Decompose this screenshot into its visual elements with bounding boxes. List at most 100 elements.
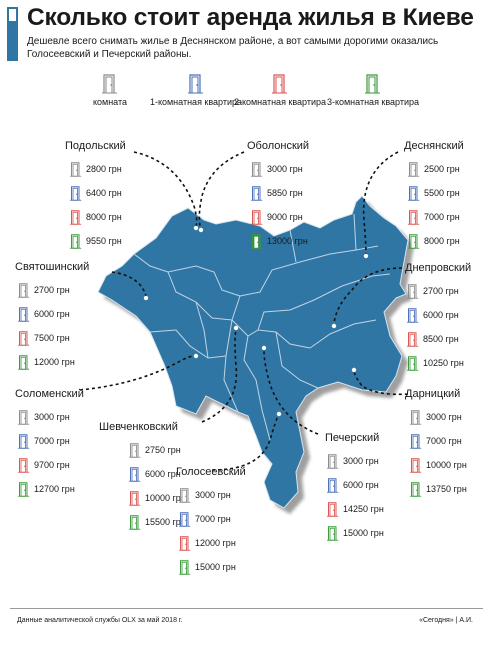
- price-list: 2800 грн 6400 грн 8000 грн 9550 грн: [70, 157, 126, 253]
- price-list: 3000 грн 7000 грн 12000 грн 15000 грн: [179, 483, 246, 579]
- price-value: 6000 грн: [145, 469, 181, 479]
- legend-door-green-icon: [365, 74, 380, 94]
- header-accent-bar: [7, 7, 18, 61]
- price-value: 9700 грн: [34, 460, 70, 470]
- district-sviatoshynskyi: Святошинский 2700 грн 6000 грн 7500 грн 120…: [15, 260, 89, 374]
- district-solomianskyi: Соломенский 3000 грн 7000 грн 9700 грн 1270…: [15, 387, 84, 501]
- price-value: 7000 грн: [426, 436, 462, 446]
- district-borders: [133, 213, 391, 441]
- price-list: 2500 грн 5500 грн 7000 грн 8000 грн: [408, 157, 464, 253]
- price-value: 2700 грн: [423, 286, 459, 296]
- price-row: 14250 грн: [327, 497, 384, 521]
- marker-shevchenkivskyi: [233, 325, 239, 331]
- price-row: 3000 грн: [179, 483, 246, 507]
- price-row: 3000 грн: [410, 405, 467, 429]
- header-accent-notch: [9, 9, 16, 21]
- marker-darnytskyi: [351, 367, 357, 373]
- price-row: 9700 грн: [18, 453, 84, 477]
- district-podilskyi: Подольский 2800 грн 6400 грн 8000 грн 9550 …: [65, 139, 126, 253]
- footer-divider: [10, 608, 483, 609]
- legend-door-blue-icon: [188, 74, 203, 94]
- price-row: 6000 грн: [129, 462, 186, 486]
- price-value: 2700 грн: [34, 285, 70, 295]
- door-blue-icon: [129, 466, 141, 482]
- marker-podilskyi: [193, 225, 199, 231]
- price-value: 2750 грн: [145, 445, 181, 455]
- door-green-icon: [407, 355, 419, 371]
- door-green-icon: [18, 481, 30, 497]
- door-gray-icon: [408, 161, 420, 177]
- leader-podilskyi: [133, 151, 198, 227]
- price-value: 14250 грн: [343, 504, 384, 514]
- door-red-icon: [327, 501, 339, 517]
- district-dniprovskyi: Днепровский 2700 грн 6000 грн 8500 грн 1025…: [405, 261, 471, 375]
- price-value: 6400 грн: [86, 188, 122, 198]
- footer-credit: «Сегодня» | А.И.: [419, 617, 473, 624]
- door-green-icon: [18, 354, 30, 370]
- price-row: 2700 грн: [18, 278, 89, 302]
- price-value: 13750 грн: [426, 484, 467, 494]
- door-blue-icon: [179, 511, 191, 527]
- price-value: 5500 грн: [424, 188, 460, 198]
- leader-dniprovskyi: [333, 267, 403, 325]
- price-row: 15000 грн: [327, 521, 384, 545]
- price-list: 2700 грн 6000 грн 8500 грн 10250 грн: [407, 279, 471, 375]
- door-red-icon: [70, 209, 82, 225]
- district-desnianskyi: Деснянский 2500 грн 5500 грн 7000 грн 8000 …: [404, 139, 464, 253]
- legend-label-2room: 2-комнатная квартира: [233, 97, 327, 107]
- leader-sviatoshynskyi: [111, 271, 147, 297]
- legend-item-3room: 3-комнатная квартира: [323, 74, 423, 108]
- price-row: 8000 грн: [70, 205, 126, 229]
- price-value: 13000 грн: [267, 236, 308, 246]
- price-row: 7000 грн: [18, 429, 84, 453]
- price-value: 3000 грн: [34, 412, 70, 422]
- price-value: 15000 грн: [195, 562, 236, 572]
- price-row: 6400 грн: [70, 181, 126, 205]
- district-name: Оболонский: [247, 140, 310, 152]
- district-name: Голосеевский: [176, 466, 246, 478]
- price-value: 8000 грн: [424, 236, 460, 246]
- price-value: 5850 грн: [267, 188, 303, 198]
- door-green-icon: [179, 559, 191, 575]
- price-value: 15500 грн: [145, 517, 186, 527]
- price-value: 12000 грн: [195, 538, 236, 548]
- district-name: Подольский: [65, 140, 126, 152]
- legend-label-1room: 1-комнатная квартира: [149, 97, 243, 107]
- price-list: 3000 грн 7000 грн 9700 грн 12700 грн: [18, 405, 84, 501]
- price-value: 8500 грн: [423, 334, 459, 344]
- price-row: 8500 грн: [407, 327, 471, 351]
- district-markers: [143, 225, 369, 417]
- door-red-icon: [18, 457, 30, 473]
- price-row: 12000 грн: [18, 350, 89, 374]
- price-list: 3000 грн 7000 грн 10000 грн 13750 грн: [410, 405, 467, 501]
- door-gray-icon: [251, 161, 263, 177]
- price-row: 8000 грн: [408, 229, 464, 253]
- door-red-icon: [410, 457, 422, 473]
- district-name: Шевченковский: [99, 421, 178, 433]
- price-value: 7000 грн: [424, 212, 460, 222]
- price-row: 10250 грн: [407, 351, 471, 375]
- price-row: 9000 грн: [251, 205, 309, 229]
- price-value: 7000 грн: [195, 514, 231, 524]
- door-green-icon: [327, 525, 339, 541]
- door-gray-icon: [70, 161, 82, 177]
- price-row: 2700 грн: [407, 279, 471, 303]
- door-blue-icon: [408, 185, 420, 201]
- marker-holosiivskyi: [276, 411, 282, 417]
- district-name: Соломенский: [15, 388, 84, 400]
- door-blue-icon: [18, 306, 30, 322]
- price-value: 12700 грн: [34, 484, 75, 494]
- marker-desnianskyi: [363, 253, 369, 259]
- price-value: 9550 грн: [86, 236, 122, 246]
- door-green-icon: [408, 233, 420, 249]
- door-blue-icon: [407, 307, 419, 323]
- door-gray-icon: [18, 409, 30, 425]
- page-subtitle: Дешевле всего снимать жилье в Деснянском…: [27, 36, 439, 60]
- leader-holosiivskyi: [211, 415, 279, 471]
- legend-label-room: комната: [92, 97, 128, 107]
- door-gray-icon: [129, 442, 141, 458]
- district-name: Печерский: [325, 432, 380, 444]
- price-row: 12000 грн: [179, 531, 246, 555]
- price-list: 3000 грн 6000 грн 14250 грн 15000 грн: [327, 449, 384, 545]
- leader-shevchenkivskyi: [201, 329, 238, 423]
